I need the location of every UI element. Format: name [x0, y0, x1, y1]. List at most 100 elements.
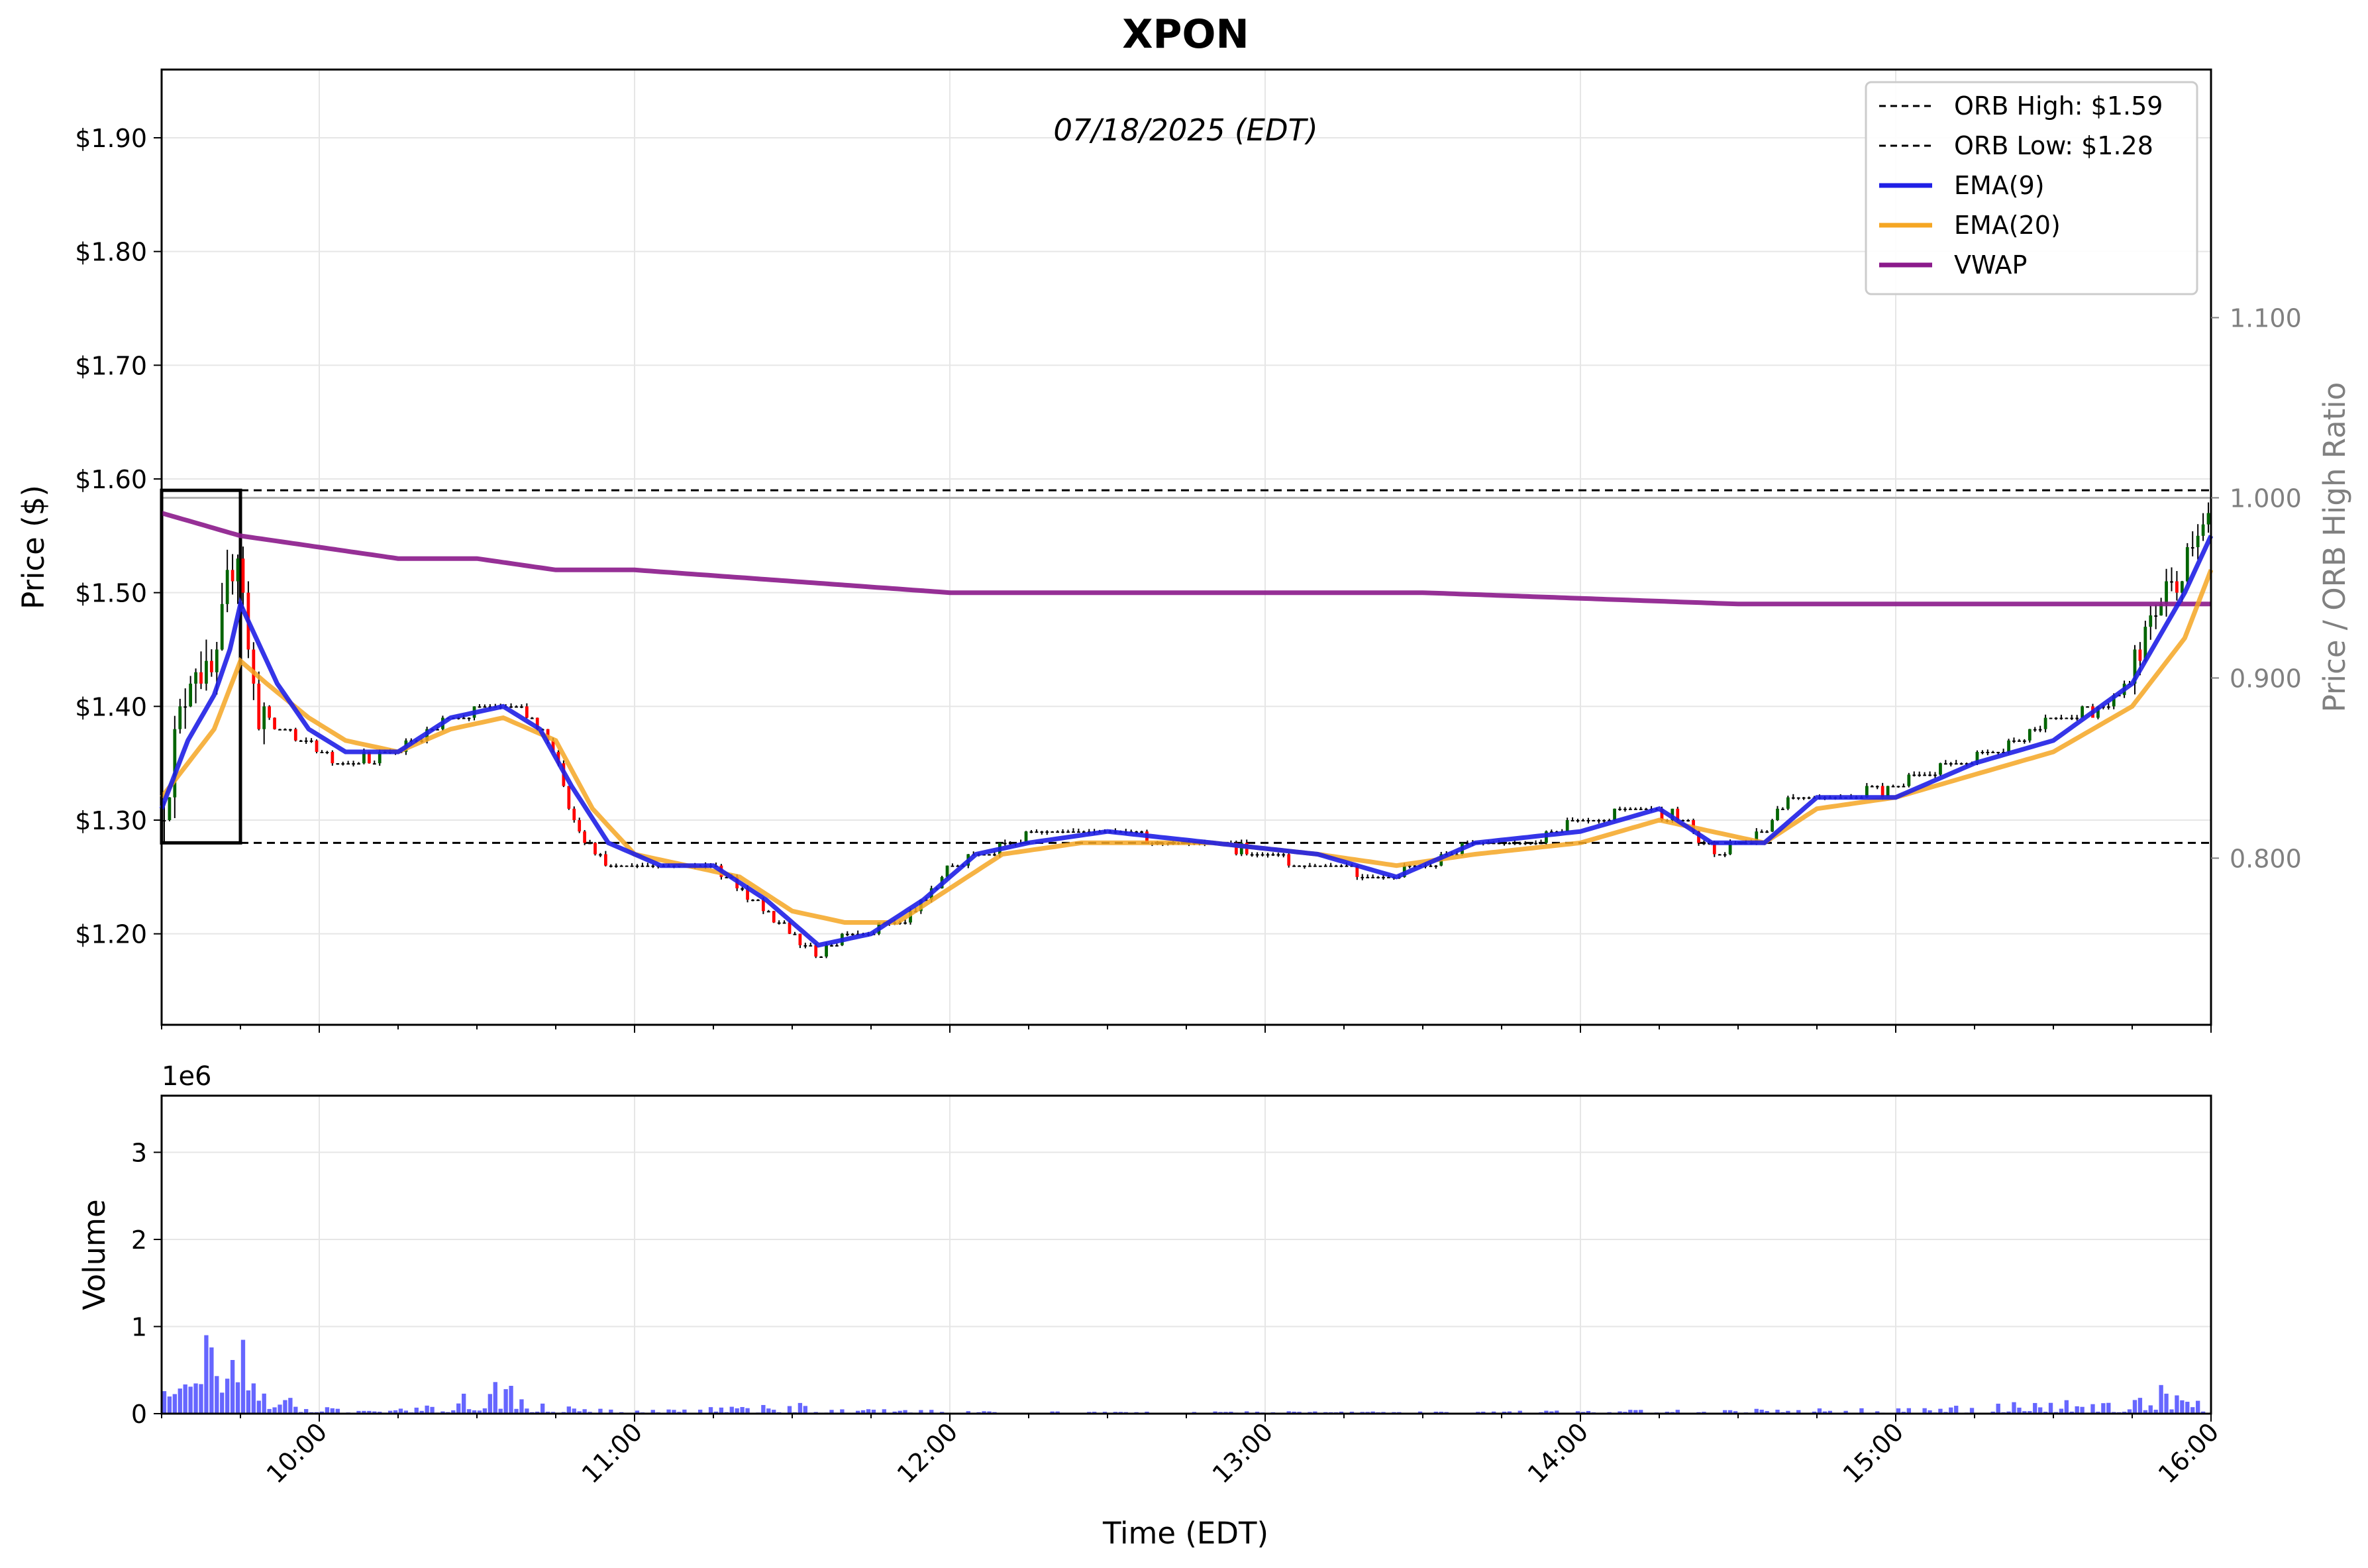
price-tick-label: $1.70 [75, 351, 147, 380]
volume-bar [577, 1411, 582, 1414]
candle-body [1943, 763, 1947, 765]
volume-bar [2059, 1408, 2064, 1414]
candle-body [1313, 865, 1317, 867]
candle-body [572, 808, 576, 820]
candle-body [593, 843, 597, 855]
candle-body [1865, 786, 1869, 798]
volume-bar [609, 1409, 613, 1414]
candle-body [1282, 854, 1286, 856]
candle-body [2038, 729, 2042, 731]
candle-body [751, 900, 754, 902]
volume-bar [1817, 1408, 1822, 1414]
volume-bar [787, 1406, 792, 1414]
candle-body [162, 820, 166, 821]
candle-body [1303, 865, 1306, 867]
candle-body [1723, 854, 1727, 856]
volume-bar [2153, 1410, 2158, 1414]
candle-body [1287, 854, 1291, 866]
candle-body [1366, 876, 1370, 878]
candle-body [220, 603, 224, 650]
candle-body [1576, 820, 1580, 821]
candle-body [772, 911, 776, 923]
candle-body [1613, 808, 1616, 820]
candle-body [241, 558, 245, 593]
candle-body [1996, 752, 2000, 753]
candle-body [2201, 524, 2205, 536]
candle-body [1891, 786, 1895, 788]
candle-body [1802, 797, 1806, 799]
candle-body [1628, 808, 1632, 810]
volume-bar [1555, 1410, 1559, 1414]
volume-y-ticks: 0 1 2 3 [131, 1138, 162, 1429]
volume-bar [1875, 1411, 1880, 1414]
candle-body [1959, 763, 1963, 765]
volume-bar [566, 1406, 572, 1414]
candle-body [1255, 854, 1259, 856]
candle-body [183, 706, 187, 708]
candle-body [782, 922, 786, 924]
candle-body [2149, 615, 2153, 627]
volume-bar [193, 1383, 198, 1414]
volume-bar [987, 1411, 992, 1414]
candle-body [252, 649, 256, 684]
candle-body [199, 672, 203, 684]
candle-body [746, 888, 749, 900]
candle-body [1061, 831, 1064, 833]
volume-bar [2137, 1398, 2143, 1414]
candle-body [951, 865, 954, 867]
price-tick-label: $1.60 [75, 465, 147, 494]
legend-label: ORB Low: $1.28 [1954, 131, 2153, 160]
volume-bar [425, 1405, 429, 1414]
candle-body [1008, 843, 1012, 845]
volume-bar [2143, 1410, 2148, 1414]
volume-bar [697, 1409, 703, 1414]
volume-bar [1491, 1411, 1496, 1414]
volume-bar [509, 1385, 513, 1414]
volume-bar [1575, 1411, 1580, 1414]
volume-bar [2033, 1402, 2037, 1414]
volume-bar [1796, 1410, 1801, 1414]
candle-body [1261, 854, 1264, 856]
volume-bar [482, 1408, 488, 1414]
candle-body [278, 729, 282, 731]
candle-body [830, 945, 833, 947]
candle-body [2154, 615, 2158, 617]
candle-body [1066, 831, 1070, 833]
candle-body [268, 706, 272, 718]
candle-body [346, 763, 350, 765]
candle-body [1051, 831, 1055, 833]
ratio-tick-label: 0.800 [2230, 844, 2302, 873]
volume-bar [183, 1384, 187, 1414]
volume-bar [356, 1410, 361, 1414]
volume-bar [1733, 1411, 1738, 1414]
volume-bar [1954, 1406, 1959, 1414]
vwap-line [161, 511, 2211, 607]
volume-bar [246, 1390, 251, 1414]
volume-bar [1245, 1411, 1249, 1414]
x-axis-label: Time (EDT) [1102, 1516, 1268, 1551]
candle-body [1965, 763, 1969, 765]
candle-body [1539, 843, 1543, 845]
volume-tick-label: 1 [131, 1312, 147, 1341]
candle-body [1907, 774, 1911, 786]
volume-bar [713, 1411, 719, 1414]
volume-bar [2080, 1406, 2085, 1414]
candle-body [1387, 876, 1390, 878]
candle-body [803, 945, 807, 947]
candle-body [1581, 820, 1585, 821]
candle-body [520, 706, 523, 708]
candle-body [236, 558, 240, 582]
candle-body [1681, 820, 1685, 821]
candle-body [209, 660, 213, 672]
candle-body [819, 957, 823, 958]
volume-bar [1759, 1410, 1764, 1414]
volume-bar [666, 1409, 671, 1414]
legend: ORB High: $1.59 ORB Low: $1.28 EMA(9) EMA(2… [1865, 81, 2198, 295]
candle-body [1371, 876, 1375, 878]
volume-bar [2069, 1411, 2074, 1414]
candle-body [1807, 797, 1811, 799]
candle-body [1429, 865, 1433, 867]
candle-body [215, 649, 219, 672]
candle-body [1518, 843, 1522, 845]
volume-bar [772, 1410, 776, 1414]
